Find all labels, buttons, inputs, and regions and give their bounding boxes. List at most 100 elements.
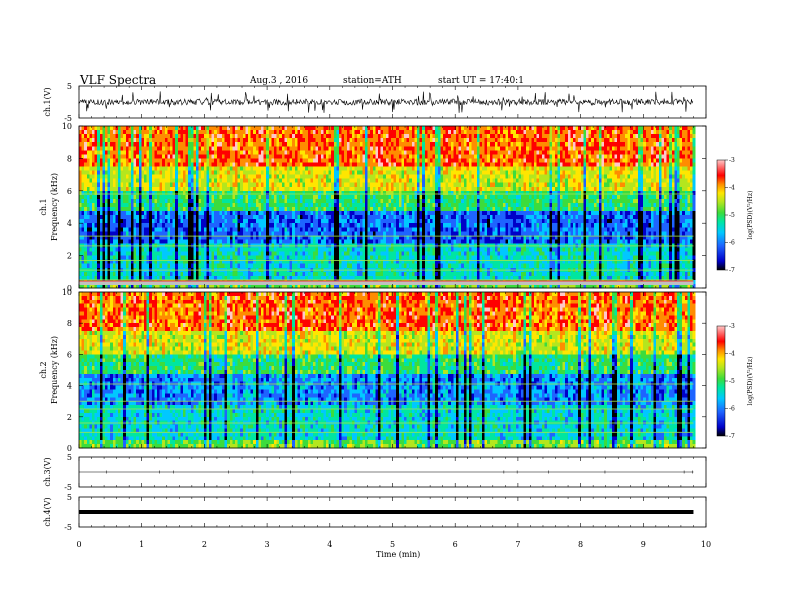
ch1-spectrogram-cell bbox=[333, 190, 337, 196]
ch1-spectrogram-cell bbox=[263, 275, 267, 281]
ch1-spectrogram-cell bbox=[81, 215, 85, 220]
ch1-spectrogram-cell bbox=[110, 247, 114, 252]
ch1-spectrogram-cell bbox=[365, 182, 368, 188]
ch1-spectrogram-cell bbox=[92, 166, 95, 171]
ch1-spectrogram-cell bbox=[284, 227, 288, 232]
ch1-spectrogram-cell bbox=[331, 263, 335, 269]
ch1-spectrogram-cell bbox=[146, 126, 150, 131]
ch1-spectrogram-cell bbox=[235, 275, 238, 281]
ch1-spectrogram-cell bbox=[151, 263, 155, 269]
ch1-spectrogram-cell bbox=[313, 150, 316, 155]
ch1-spectrogram-cell bbox=[253, 130, 257, 135]
ch1-spectrogram-cell bbox=[240, 158, 244, 163]
ch1-spectrogram-cell bbox=[136, 182, 140, 188]
ch1-spectrogram-cell bbox=[141, 166, 145, 171]
ch1-spectrogram-cell bbox=[131, 283, 134, 289]
ch1-spectrogram-cell bbox=[336, 219, 340, 224]
ch1-spectrogram-cell bbox=[92, 134, 95, 139]
ch1-spectrogram-cell bbox=[279, 194, 283, 200]
ch1-spectrogram-cell bbox=[203, 255, 207, 260]
ch1-spectrogram-cell bbox=[320, 174, 324, 179]
ch1-spectrogram-cell bbox=[341, 178, 345, 184]
ch1-spectrogram-cell bbox=[89, 150, 93, 155]
ch1-spectrogram-cell bbox=[232, 255, 236, 260]
ch1-spectrogram-cell bbox=[183, 271, 186, 277]
ch1-spectrogram-cell bbox=[287, 275, 290, 281]
ch1-spectrogram-cell bbox=[352, 134, 355, 139]
ch1-spectrogram-cell bbox=[227, 182, 231, 188]
ch1-spectrogram-cell bbox=[170, 247, 173, 252]
ch1-spectrogram-cell bbox=[209, 150, 212, 155]
ch1-spectrogram-cell bbox=[266, 186, 270, 192]
ch1-spectrogram-cell bbox=[393, 219, 397, 224]
ch1-spectrogram-cell bbox=[352, 178, 355, 184]
ch1-spectrogram-cell bbox=[359, 263, 363, 269]
ch1-spectrogram-cell bbox=[123, 126, 127, 131]
ch1-spectrogram-cell bbox=[214, 263, 218, 269]
ch1-spectrogram-cell bbox=[123, 130, 127, 135]
ch1-spectrogram-cell bbox=[328, 174, 332, 179]
ch1-spectrogram-cell bbox=[258, 150, 262, 155]
ch1-spectrogram-cell bbox=[266, 247, 270, 252]
ch1-spectrogram-cell bbox=[222, 235, 225, 240]
ch1-spectrogram-cell bbox=[102, 235, 106, 240]
ch1-spectrogram-cell bbox=[323, 251, 327, 256]
ch1-spectrogram-cell bbox=[185, 227, 189, 232]
ch1-spectrogram-cell bbox=[193, 150, 197, 155]
ch1-spectrogram-cell bbox=[131, 190, 134, 196]
ch1-spectrogram-cell bbox=[180, 207, 184, 212]
ch1-spectrogram-cell bbox=[370, 130, 374, 135]
ch1-spectrogram-cell bbox=[276, 271, 280, 277]
ch1-spectrogram-cell bbox=[167, 275, 171, 281]
ch1-spectrogram-cell bbox=[326, 263, 329, 269]
ch1-spectrogram-cell bbox=[237, 198, 241, 204]
ch1-spectrogram-cell bbox=[339, 275, 342, 281]
ch1-spectrogram-cell bbox=[302, 190, 306, 196]
ch1-spectrogram-cell bbox=[258, 178, 262, 184]
ch1-spectrogram-cell bbox=[287, 271, 290, 277]
ch1-spectrogram-cell bbox=[144, 215, 147, 220]
ch1-spectrogram-cell bbox=[164, 190, 168, 196]
ch1-spectrogram-cell bbox=[276, 255, 280, 260]
ch1-spectrogram-cell bbox=[206, 207, 210, 212]
ch1-spectrogram-cell bbox=[138, 130, 142, 135]
ch1-spectrogram-cell bbox=[110, 251, 114, 256]
ch1-spectrogram-cell bbox=[388, 235, 392, 240]
ch1-spectrogram-cell bbox=[380, 158, 384, 163]
ch1-spectrogram-cell bbox=[323, 146, 327, 151]
ch1-spectrogram-cell bbox=[354, 219, 358, 224]
ch1-spectrogram-cell bbox=[227, 255, 231, 260]
ch1-spectrogram-cell bbox=[281, 154, 285, 159]
ch1-spectrogram-cell bbox=[279, 211, 283, 216]
ch1-spectrogram-cell bbox=[175, 239, 179, 244]
ch1-spectrogram-cell bbox=[357, 207, 361, 212]
ch1-spectrogram-cell bbox=[310, 126, 314, 131]
ch1-spectrogram-cell bbox=[266, 134, 270, 139]
ch1-spectrogram-cell bbox=[339, 223, 342, 228]
ch1-spectrogram-cell bbox=[151, 219, 155, 224]
ch1-spectrogram-cell bbox=[133, 259, 137, 264]
ch1-spectrogram-cell bbox=[123, 247, 127, 252]
ch1-spectrogram-cell bbox=[253, 170, 257, 175]
ch1-spectrogram-cell bbox=[367, 219, 371, 224]
ch1-spectrogram-cell bbox=[190, 146, 194, 151]
ch1-spectrogram-cell bbox=[375, 283, 379, 289]
ch1-spectrogram-cell bbox=[287, 215, 290, 220]
ch1-spectrogram-cell bbox=[261, 198, 264, 204]
ch1-spectrogram-cell bbox=[274, 166, 277, 171]
ch1-spectrogram-cell bbox=[198, 194, 202, 200]
ch1-spectrogram-cell bbox=[349, 239, 353, 244]
ch1-spectrogram-cell bbox=[138, 255, 142, 260]
ch1-spectrogram-cell bbox=[120, 283, 124, 289]
ch1-spectrogram-cell bbox=[305, 174, 309, 179]
ch1-spectrogram-cell bbox=[136, 134, 140, 139]
ch1-spectrogram-cell bbox=[323, 227, 327, 232]
ch1-spectrogram-cell bbox=[144, 223, 147, 228]
ch1-spectrogram-cell bbox=[110, 271, 114, 277]
ch1-spectrogram-cell bbox=[232, 166, 236, 171]
ch1-spectrogram-cell bbox=[115, 166, 119, 171]
ch1-spectrogram-cell bbox=[315, 126, 319, 131]
ch1-spectrogram-cell bbox=[318, 170, 322, 175]
ch1-spectrogram-cell bbox=[222, 162, 225, 167]
ch1-spectrogram-cell bbox=[227, 158, 231, 163]
